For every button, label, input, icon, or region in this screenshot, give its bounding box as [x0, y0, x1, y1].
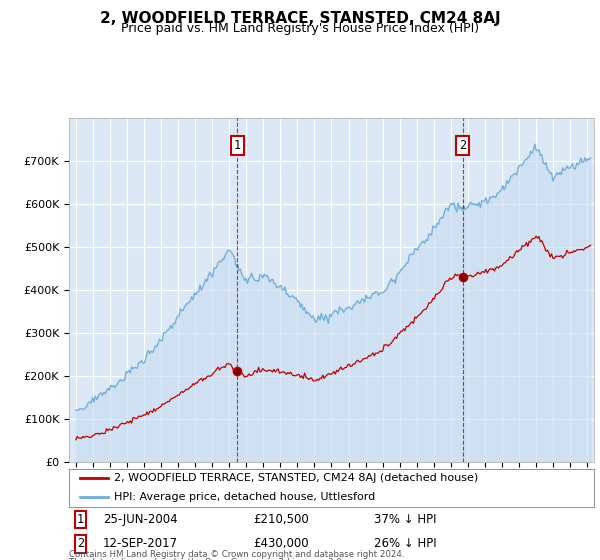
- Text: HPI: Average price, detached house, Uttlesford: HPI: Average price, detached house, Uttl…: [113, 492, 375, 502]
- Text: 1: 1: [77, 513, 84, 526]
- Text: Price paid vs. HM Land Registry's House Price Index (HPI): Price paid vs. HM Land Registry's House …: [121, 22, 479, 35]
- Text: 2, WOODFIELD TERRACE, STANSTED, CM24 8AJ: 2, WOODFIELD TERRACE, STANSTED, CM24 8AJ: [100, 11, 500, 26]
- Text: 2: 2: [459, 139, 466, 152]
- Text: 2, WOODFIELD TERRACE, STANSTED, CM24 8AJ (detached house): 2, WOODFIELD TERRACE, STANSTED, CM24 8AJ…: [113, 473, 478, 483]
- Text: 26% ↓ HPI: 26% ↓ HPI: [373, 537, 436, 550]
- Text: This data is licensed under the Open Government Licence v3.0.: This data is licensed under the Open Gov…: [69, 558, 344, 560]
- Text: £430,000: £430,000: [253, 537, 308, 550]
- Text: Contains HM Land Registry data © Crown copyright and database right 2024.: Contains HM Land Registry data © Crown c…: [69, 550, 404, 559]
- Text: 2: 2: [77, 537, 84, 550]
- Text: 25-JUN-2004: 25-JUN-2004: [103, 513, 178, 526]
- Text: 37% ↓ HPI: 37% ↓ HPI: [373, 513, 436, 526]
- Text: 1: 1: [234, 139, 241, 152]
- Text: 12-SEP-2017: 12-SEP-2017: [103, 537, 178, 550]
- Text: £210,500: £210,500: [253, 513, 308, 526]
